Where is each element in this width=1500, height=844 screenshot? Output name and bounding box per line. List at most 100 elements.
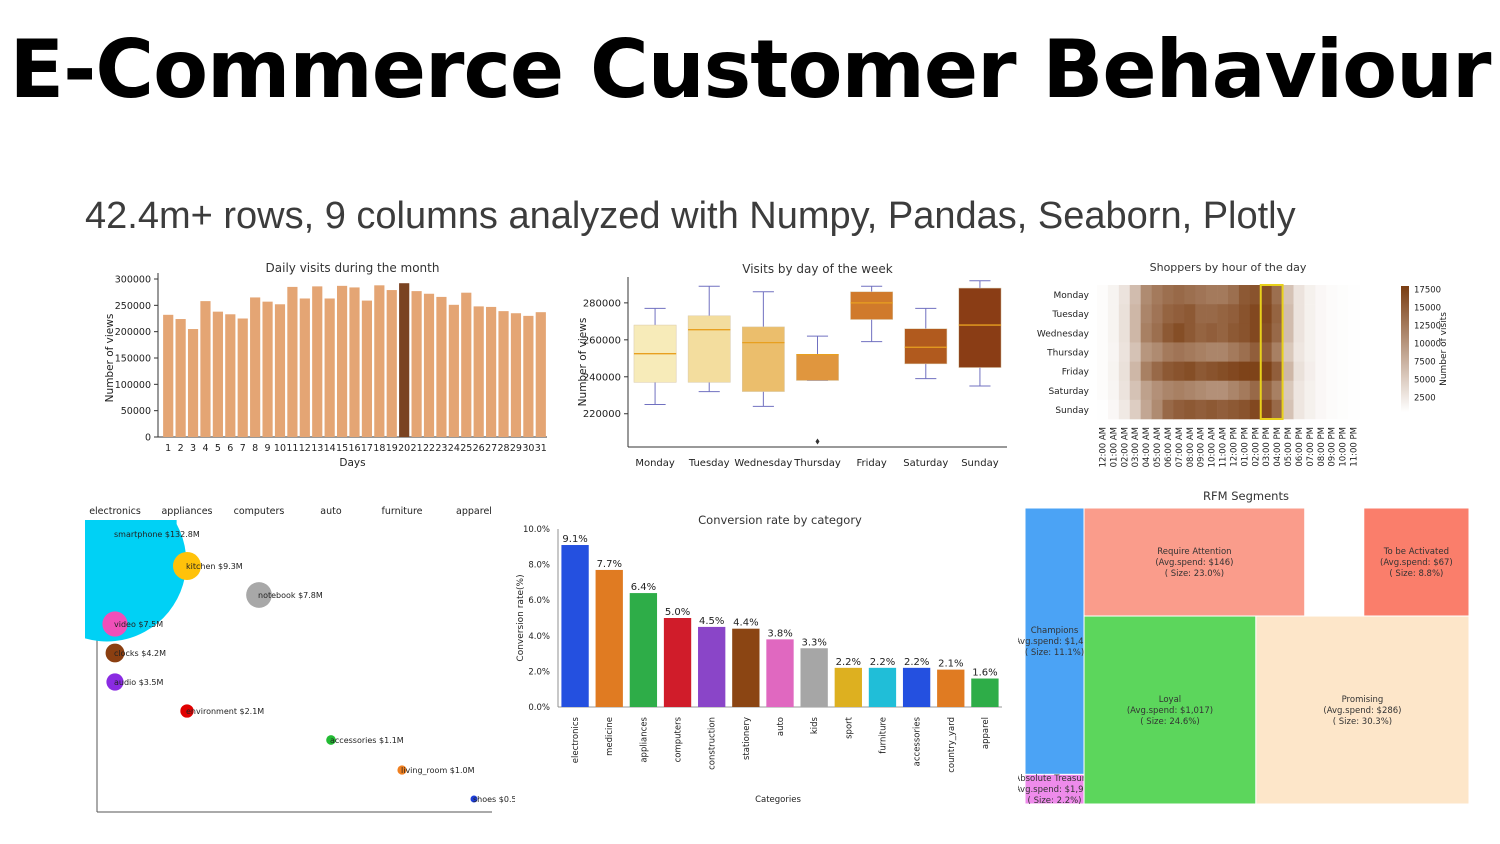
bar <box>473 306 484 437</box>
box-tuesday <box>687 285 731 393</box>
heatmap-cell <box>1097 399 1109 420</box>
x-tick-label: 10 <box>274 443 286 454</box>
heatmap-cell <box>1140 285 1152 305</box>
column-label: 01:00 PM <box>1240 427 1250 467</box>
chart-title: Visits by day of the week <box>742 262 893 276</box>
bar <box>287 286 298 437</box>
bar <box>250 297 261 437</box>
heatmap-cell <box>1129 342 1141 362</box>
heatmap-cell <box>1162 285 1174 305</box>
segment-size: ( Size: 24.6%) <box>1140 717 1199 727</box>
x-tick-label: 14 <box>324 443 336 454</box>
bar <box>629 593 658 707</box>
heatmap-cell <box>1260 380 1272 401</box>
heatmap-cell <box>1238 304 1251 324</box>
heatmap-cell <box>1206 323 1218 343</box>
heatmap-cell <box>1151 399 1163 420</box>
heatmap-cell <box>1315 285 1327 305</box>
bubble-label: kitchen $9.3M <box>186 562 243 571</box>
x-tick-label: 24 <box>448 443 460 454</box>
x-tick-label: 11 <box>286 443 298 454</box>
row-label: Wednesday <box>1037 329 1090 339</box>
heatmap-cell <box>1326 361 1338 382</box>
heatmap-cell <box>1271 380 1283 401</box>
x-tick-label: auto <box>776 717 786 736</box>
bar <box>374 285 385 437</box>
bar <box>324 298 335 437</box>
colorbar-tick-label: 17500 <box>1414 286 1441 296</box>
segment-tile <box>1363 507 1470 617</box>
box-iqr <box>796 354 839 381</box>
heatmap-cell <box>1271 304 1283 324</box>
column-label: 09:00 AM <box>1197 427 1207 467</box>
heatmap-cell <box>1097 380 1109 401</box>
column-label: 07:00 PM <box>1306 427 1316 467</box>
bar <box>461 292 472 437</box>
heatmap-cell <box>1249 285 1262 305</box>
heatmap-cell <box>1282 361 1294 382</box>
data-label: 2.1% <box>938 659 963 670</box>
heatmap-cell <box>1326 399 1338 420</box>
heatmap-cell <box>1118 399 1131 420</box>
bubble-label: notebook $7.8M <box>258 591 323 600</box>
x-tick-label: 22 <box>423 443 435 454</box>
heatmap-cell <box>1315 399 1327 420</box>
heatmap-cell <box>1206 342 1218 362</box>
chart-title: RFM Segments <box>1203 489 1289 503</box>
heatmap-cell <box>1217 380 1229 401</box>
y-tick-label: 280000 <box>583 298 621 309</box>
data-label: 7.7% <box>597 559 622 570</box>
heatmap-cell <box>1249 342 1262 362</box>
x-tick-label: 28 <box>497 443 509 454</box>
colorbar-tick-label: 15000 <box>1414 304 1441 314</box>
bar <box>561 545 589 707</box>
segment-tile <box>1255 615 1470 805</box>
heatmap-cell <box>1304 361 1316 382</box>
x-tick-label: 18 <box>373 443 385 454</box>
column-label: 05:00 PM <box>1284 427 1294 467</box>
weekday-visits-chart: Visits by day of the week 220000 240000 260… <box>577 262 1007 469</box>
x-tick-label: 27 <box>485 443 497 454</box>
bar <box>262 301 273 437</box>
column-label: 07:00 AM <box>1175 427 1185 467</box>
data-label: 3.8% <box>767 628 792 639</box>
heatmap-cell <box>1271 342 1283 362</box>
x-tick-label: 7 <box>240 443 246 454</box>
heatmap-cell <box>1195 323 1207 343</box>
bar <box>595 569 623 707</box>
bar <box>411 291 422 437</box>
heatmap-cell <box>1206 304 1218 324</box>
x-tick-label: 5 <box>215 443 221 454</box>
heatmap-cell <box>1129 304 1141 324</box>
segment-name: To be Activated <box>1383 547 1449 557</box>
x-tick-label: 20 <box>398 443 410 454</box>
heatmap-cell <box>1260 361 1272 382</box>
heatmap-cell <box>1217 323 1229 343</box>
heatmap-cell <box>1195 285 1207 305</box>
bubble <box>102 611 128 637</box>
segment-tile <box>1024 507 1085 775</box>
bar <box>834 667 862 707</box>
heatmap-cell <box>1097 304 1109 324</box>
heatmap-cell <box>1348 380 1360 401</box>
heatmap-cell <box>1238 380 1251 401</box>
bar <box>498 311 509 437</box>
colorbar-tick-label: 7500 <box>1414 358 1436 368</box>
heatmap-cell <box>1282 380 1294 401</box>
heatmap-cell <box>1315 323 1327 343</box>
heatmap-cell <box>1260 323 1272 343</box>
segment-name: Promising <box>1342 695 1384 705</box>
x-tick-label: 1 <box>165 443 171 454</box>
bar <box>868 667 897 707</box>
heatmap-cell <box>1195 342 1207 362</box>
y-tick-label: 150000 <box>115 354 151 365</box>
data-label: 2.2% <box>870 657 895 668</box>
y-tick-label: 10.0% <box>523 525 550 535</box>
heatmap-cell <box>1151 285 1163 305</box>
x-tick-label: 16 <box>348 443 360 454</box>
data-label: 2.2% <box>904 657 929 668</box>
heatmap-cell <box>1195 304 1207 324</box>
colorbar-label: Number of visits <box>1439 312 1449 386</box>
heatmap-cell <box>1293 342 1305 362</box>
column-label: appliances <box>161 506 212 517</box>
